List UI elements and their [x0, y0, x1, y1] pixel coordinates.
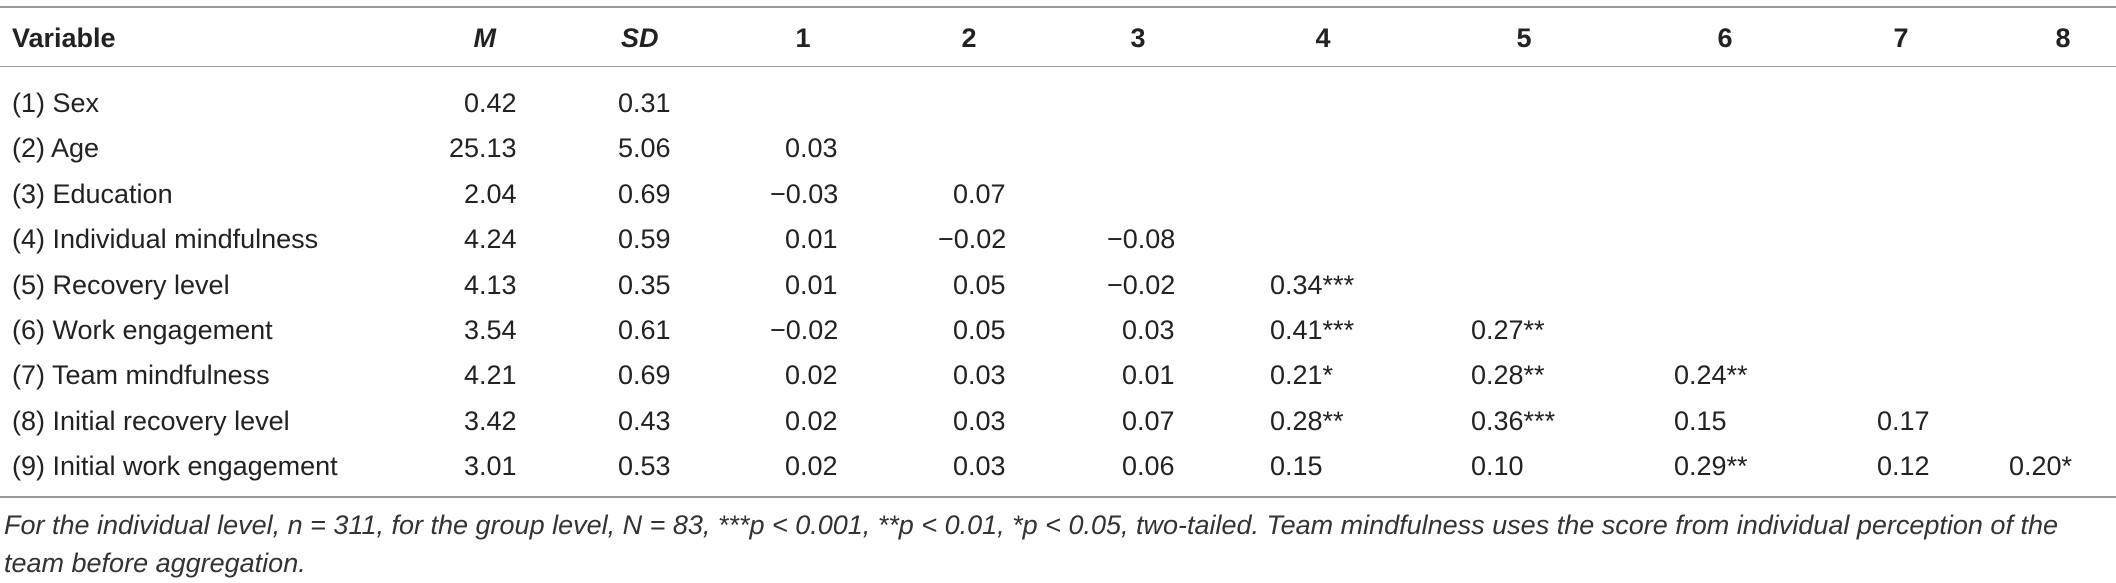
cell-value: 0.07 [1122, 405, 1175, 436]
cell-value: −0.03 [770, 178, 839, 209]
cell-value: 0.36*** [1471, 405, 1556, 436]
cell-value: 0.29** [1674, 451, 1748, 482]
cell-value: −0.02 [1107, 269, 1176, 300]
header-cell: 6 [1717, 23, 1733, 53]
cell-value: 25.13 [449, 133, 517, 164]
cell-value: 0.15 [1270, 451, 1323, 482]
footnote: For the individual level, n = 311, for t… [4, 510, 2058, 578]
header-cell: 7 [1893, 23, 1909, 53]
row-label: (6) Work engagement [12, 315, 273, 345]
cell-value: 2.04 [464, 178, 517, 209]
header-cell: M [473, 23, 497, 53]
cell-value: 0.02 [785, 360, 838, 391]
row-label: (7) Team mindfulness [12, 360, 270, 391]
cell-value: 0.69 [618, 360, 671, 391]
cell-value: 3.42 [464, 405, 517, 436]
cell-value: 0.31 [618, 88, 671, 118]
cell-value: 0.03 [953, 360, 1006, 391]
bottom-rule [0, 496, 2116, 498]
cell-value: 0.03 [1122, 315, 1175, 345]
cell-value: 0.05 [953, 315, 1006, 345]
header-cell: 4 [1315, 23, 1331, 53]
cell-value: 0.15 [1674, 405, 1727, 436]
cell-value: 0.07 [953, 178, 1006, 209]
header-cell: 2 [961, 23, 977, 53]
cell-value: 3.54 [464, 315, 517, 345]
cell-value: 0.02 [785, 405, 838, 436]
cell-value: 0.10 [1471, 451, 1524, 482]
cell-value: 0.03 [953, 451, 1006, 482]
header-cell: 8 [2055, 23, 2071, 53]
header-cell: Variable [12, 23, 116, 53]
cell-value: 0.34*** [1270, 269, 1355, 300]
cell-value: 0.43 [618, 405, 671, 436]
cell-value: 0.69 [618, 178, 671, 209]
cell-value: 0.28** [1270, 405, 1344, 436]
cell-value: 0.03 [785, 133, 838, 164]
cell-value: 0.05 [953, 269, 1006, 300]
cell-value: 0.53 [618, 451, 671, 482]
cell-value: 0.01 [1122, 360, 1175, 391]
row-label: (9) Initial work engagement [12, 451, 338, 482]
cell-value: 0.41*** [1270, 315, 1355, 345]
header-cell: SD [621, 23, 659, 53]
header-cell: 5 [1516, 23, 1532, 53]
cell-value: 0.59 [618, 224, 671, 255]
top-rule [0, 6, 2116, 8]
cell-value: 0.27** [1471, 315, 1545, 345]
cell-value: 0.01 [785, 269, 838, 300]
cell-value: 0.24** [1674, 360, 1748, 391]
cell-value: 0.35 [618, 269, 671, 300]
cell-value: 0.01 [785, 224, 838, 255]
cell-value: 4.24 [464, 224, 517, 255]
cell-value: 0.20* [2009, 451, 2073, 482]
cell-value: 4.13 [464, 269, 517, 300]
header-rule [0, 66, 2116, 67]
cell-value: 0.02 [785, 451, 838, 482]
row-label: (4) Individual mindfulness [12, 224, 319, 255]
row-label: (2) Age [12, 133, 100, 164]
cell-value: 0.42 [464, 88, 517, 118]
cell-value: 0.17 [1877, 405, 1930, 436]
cell-value: −0.02 [938, 224, 1007, 255]
cell-value: 0.61 [618, 315, 671, 345]
header-cell: 1 [795, 23, 811, 53]
cell-value: 0.21* [1270, 360, 1334, 391]
cell-value: 0.06 [1122, 451, 1175, 482]
row-label: (3) Education [12, 178, 173, 209]
row-label: (5) Recovery level [12, 269, 230, 300]
cell-value: 3.01 [464, 451, 517, 482]
row-label: (8) Initial recovery level [12, 405, 290, 436]
cell-value: 5.06 [618, 133, 671, 164]
cell-value: 0.03 [953, 405, 1006, 436]
cell-value: 0.28** [1471, 360, 1545, 391]
cell-value: 0.12 [1877, 451, 1930, 482]
cell-value: 4.21 [464, 360, 517, 391]
header-cell: 3 [1130, 23, 1146, 53]
cell-value: −0.02 [770, 315, 839, 345]
row-label: (1) Sex [12, 88, 100, 118]
cell-value: −0.08 [1107, 224, 1176, 255]
